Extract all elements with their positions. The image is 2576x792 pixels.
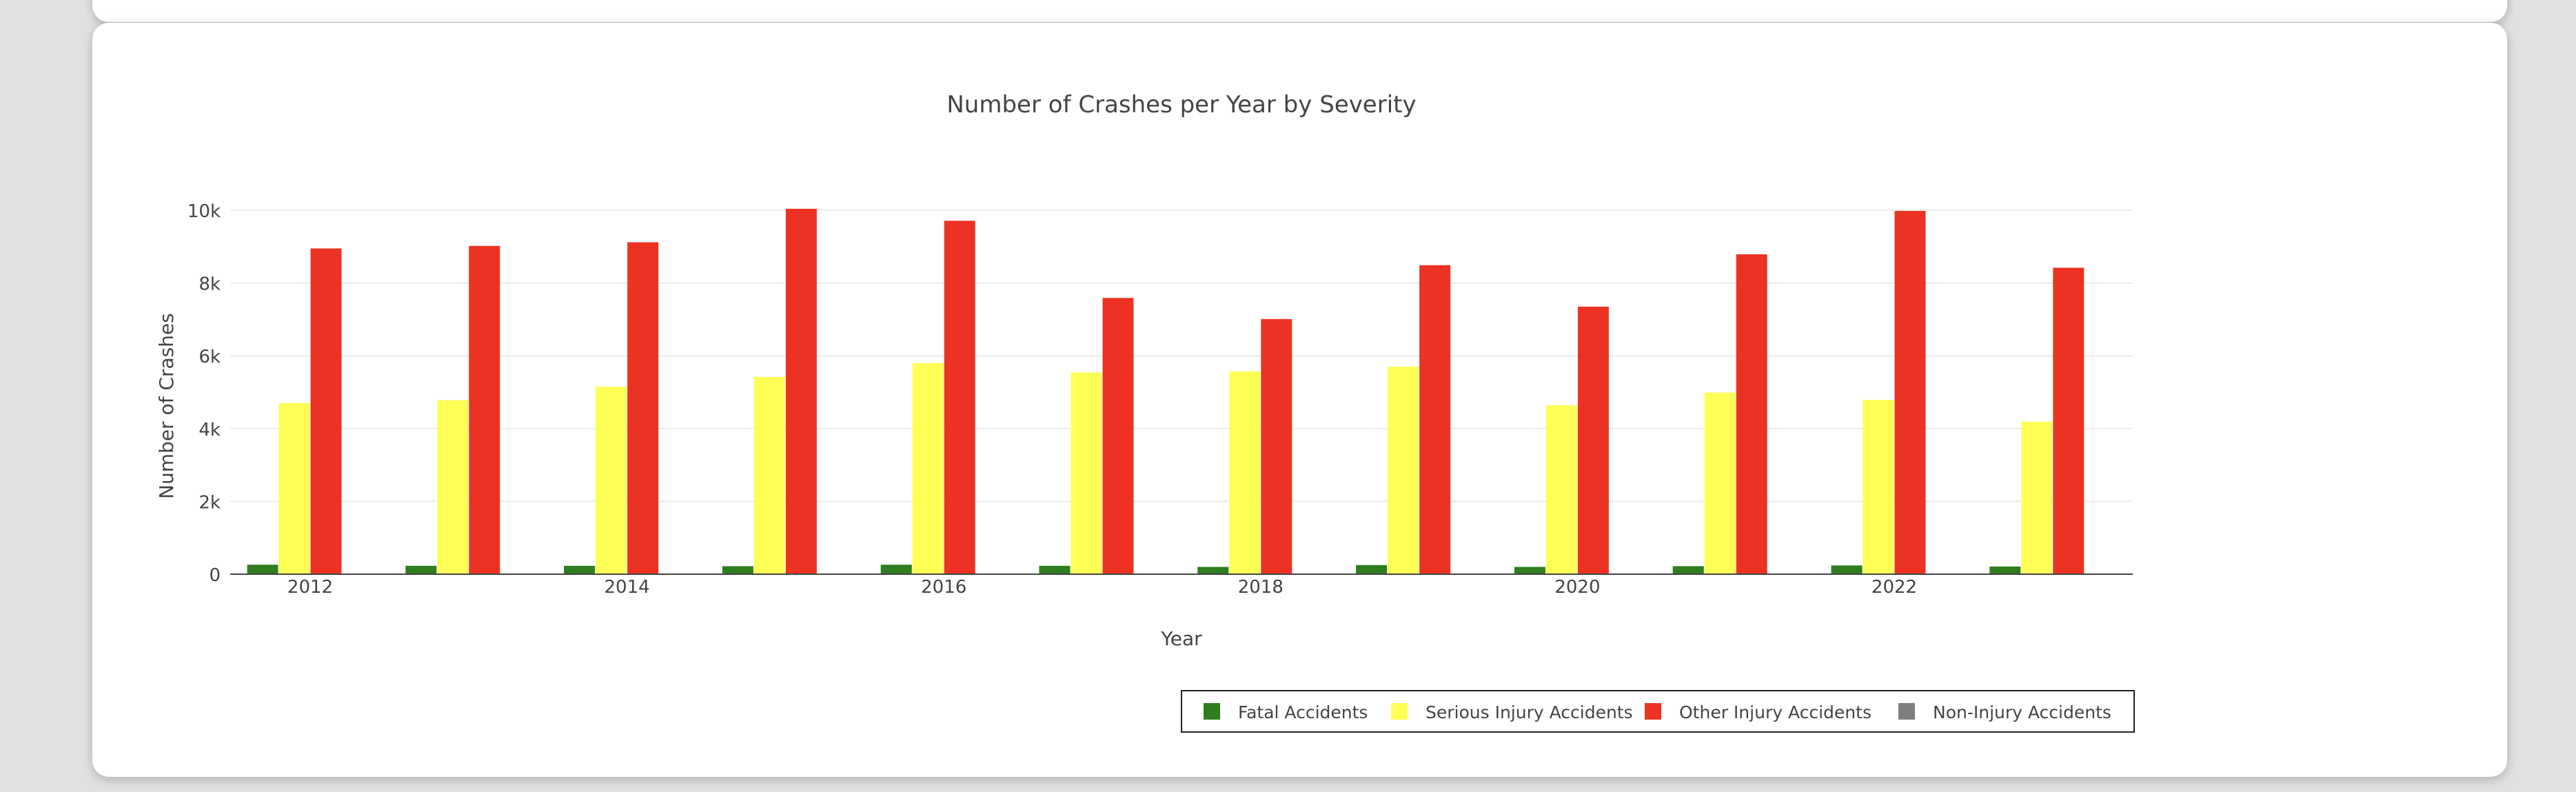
bar-other-injury-accidents-2023 — [2053, 267, 2085, 574]
y-tick-labels: 0 2k 4k 6k 8k 10k — [187, 201, 221, 586]
bar-other-injury-accidents-2020 — [1577, 306, 1609, 574]
legend-swatch-fatal-accidents — [1204, 703, 1220, 720]
y-tick-label: 0 — [209, 565, 221, 586]
y-axis-label: Number of Crashes — [155, 313, 178, 499]
x-axis-label: Year — [1160, 627, 1202, 650]
legend-label-fatal-accidents: Fatal Accidents — [1238, 702, 1368, 722]
bar-other-injury-accidents-2021 — [1736, 254, 1767, 574]
bar-serious-injury-accidents-2020 — [1545, 405, 1577, 574]
bars-group — [247, 208, 2085, 574]
bar-other-injury-accidents-2017 — [1102, 298, 1134, 574]
bar-other-injury-accidents-2016 — [944, 221, 975, 574]
legend-label-serious-injury-accidents: Serious Injury Accidents — [1426, 702, 1633, 722]
legend-swatch-serious-injury-accidents — [1391, 703, 1408, 720]
legend: Fatal Accidents Serious Injury Accidents O… — [1181, 690, 2135, 733]
bar-fatal-accidents-2022 — [1831, 565, 1863, 574]
bar-fatal-accidents-2012 — [247, 565, 278, 574]
bar-other-injury-accidents-2018 — [1261, 318, 1292, 574]
bar-other-injury-accidents-2012 — [310, 248, 342, 574]
legend-box — [1181, 690, 2135, 733]
y-tick-label: 8k — [199, 274, 221, 295]
bar-fatal-accidents-2017 — [1039, 565, 1071, 574]
x-tick-label: 2022 — [1872, 577, 1917, 598]
bar-other-injury-accidents-2013 — [469, 245, 500, 574]
grid-lines — [230, 210, 2133, 502]
chart-card: Number of Crashes per Year by Severity 0… — [92, 23, 2507, 777]
bar-fatal-accidents-2019 — [1356, 565, 1388, 574]
bar-fatal-accidents-2023 — [1989, 566, 2021, 574]
bar-fatal-accidents-2015 — [722, 566, 753, 574]
bar-serious-injury-accidents-2017 — [1071, 372, 1102, 574]
bar-serious-injury-accidents-2016 — [912, 363, 944, 574]
bar-serious-injury-accidents-2014 — [596, 387, 627, 574]
y-tick-label: 10k — [187, 201, 221, 222]
x-tick-labels: 2012 2014 2016 2018 2020 2022 — [287, 577, 1917, 598]
bar-other-injury-accidents-2022 — [1894, 211, 1926, 574]
x-tick-label: 2018 — [1238, 577, 1284, 598]
bar-serious-injury-accidents-2023 — [2021, 421, 2053, 574]
bar-other-injury-accidents-2014 — [627, 242, 659, 574]
bar-other-injury-accidents-2019 — [1419, 265, 1451, 574]
legend-label-non-injury-accidents: Non-Injury Accidents — [1933, 702, 2111, 722]
chart-title: Number of Crashes per Year by Severity — [946, 91, 1416, 119]
bar-fatal-accidents-2018 — [1197, 567, 1229, 574]
y-tick-label: 2k — [199, 492, 221, 513]
previous-card — [92, 0, 2507, 22]
chart-svg: Number of Crashes per Year by Severity 0… — [155, 91, 2135, 733]
y-tick-label: 4k — [199, 420, 221, 440]
bar-serious-injury-accidents-2021 — [1704, 392, 1736, 574]
bar-fatal-accidents-2020 — [1514, 567, 1545, 574]
bar-fatal-accidents-2013 — [405, 565, 437, 574]
y-tick-label: 6k — [199, 347, 221, 367]
legend-label-other-injury-accidents: Other Injury Accidents — [1679, 702, 1872, 722]
bar-other-injury-accidents-2015 — [785, 208, 817, 574]
bar-serious-injury-accidents-2022 — [1863, 400, 1894, 574]
bar-fatal-accidents-2014 — [564, 565, 596, 574]
bar-serious-injury-accidents-2013 — [437, 400, 469, 574]
bar-fatal-accidents-2016 — [880, 565, 912, 574]
bar-serious-injury-accidents-2019 — [1388, 367, 1419, 574]
bar-serious-injury-accidents-2012 — [278, 403, 310, 574]
x-tick-label: 2020 — [1554, 577, 1600, 598]
x-tick-label: 2014 — [605, 577, 650, 598]
legend-swatch-non-injury-accidents — [1898, 703, 1915, 720]
bar-serious-injury-accidents-2018 — [1229, 371, 1261, 574]
bar-serious-injury-accidents-2015 — [753, 376, 785, 574]
x-tick-label: 2012 — [287, 577, 333, 598]
bar-fatal-accidents-2021 — [1672, 566, 1704, 574]
legend-swatch-other-injury-accidents — [1645, 703, 1661, 720]
x-tick-label: 2016 — [921, 577, 966, 598]
